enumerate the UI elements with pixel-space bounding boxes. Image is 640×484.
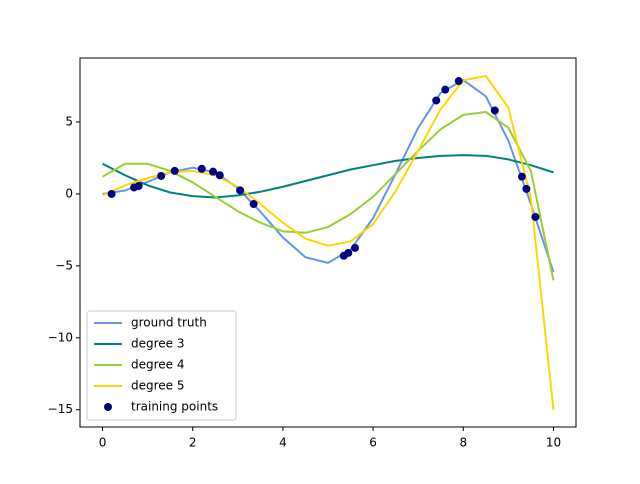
training-point (134, 182, 143, 191)
training-point (522, 184, 531, 193)
x-tick-label: 10 (546, 436, 561, 450)
training-point (157, 171, 166, 180)
legend-box (86, 310, 237, 421)
training-point (432, 96, 441, 105)
training-point (531, 212, 540, 221)
legend-label: training points (131, 400, 218, 414)
x-tick-label: 2 (189, 436, 197, 450)
x-tick-label: 0 (99, 436, 107, 450)
series-line (102, 110, 555, 281)
legend-label: degree 3 (131, 337, 185, 351)
y-tick-label: 5 (65, 115, 73, 129)
y-tick-label: −15 (48, 402, 73, 416)
plot-frame (79, 57, 577, 428)
y-tick-label: 0 (65, 186, 73, 200)
y-tick-label: −5 (55, 258, 73, 272)
training-point (454, 77, 463, 86)
legend-swatch (104, 403, 112, 411)
legend-label: degree 4 (131, 358, 185, 372)
training-point (197, 164, 206, 173)
training-point (209, 167, 218, 176)
training-point (170, 166, 179, 175)
training-point (351, 243, 360, 252)
training-point (517, 172, 526, 181)
training-point (215, 171, 224, 180)
training-point (249, 200, 258, 209)
x-tick-label: 6 (369, 436, 377, 450)
training-point (441, 85, 450, 94)
training-point (490, 106, 499, 115)
y-tick-label: −10 (48, 330, 73, 344)
x-tick-label: 8 (459, 436, 467, 450)
training-point (107, 189, 116, 198)
training-point (344, 248, 353, 257)
x-tick-label: 4 (279, 436, 287, 450)
legend-label: degree 5 (131, 379, 185, 393)
legend-label: ground truth (131, 316, 207, 330)
series-line (102, 154, 554, 199)
training-point (236, 186, 245, 195)
